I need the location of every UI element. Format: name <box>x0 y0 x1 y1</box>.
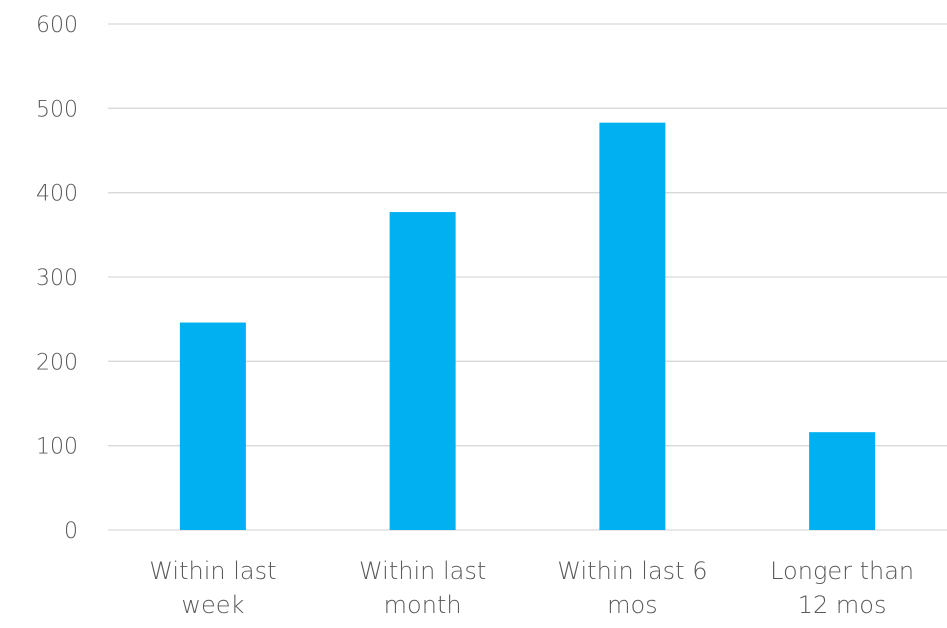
y-tick-label: 600 <box>36 13 78 38</box>
x-category-label: 12 mos <box>798 591 887 619</box>
y-tick-label: 200 <box>36 350 78 375</box>
y-tick-label: 400 <box>36 182 78 207</box>
x-category-label: month <box>384 591 462 619</box>
y-tick-label: 300 <box>36 266 78 291</box>
x-category-label: Longer than <box>770 557 914 585</box>
y-tick-label: 0 <box>64 519 78 544</box>
y-axis-ticks: 0 100 200 300 400 500 600 <box>36 13 78 544</box>
x-category-label: Within last <box>359 557 486 585</box>
bar-0 <box>179 322 246 530</box>
x-category-label: Within last 6 <box>557 557 707 585</box>
gridlines <box>108 23 947 531</box>
bar-3 <box>809 432 876 530</box>
bar-2 <box>599 122 666 531</box>
x-axis-labels: Within last week Within last month Within la… <box>149 557 914 619</box>
bar-1 <box>389 212 456 530</box>
x-category-label: week <box>181 591 244 619</box>
y-tick-label: 500 <box>36 97 78 122</box>
y-tick-label: 100 <box>36 435 78 460</box>
x-category-label: mos <box>607 591 658 619</box>
x-category-label: Within last <box>149 557 276 585</box>
bars <box>179 122 876 531</box>
